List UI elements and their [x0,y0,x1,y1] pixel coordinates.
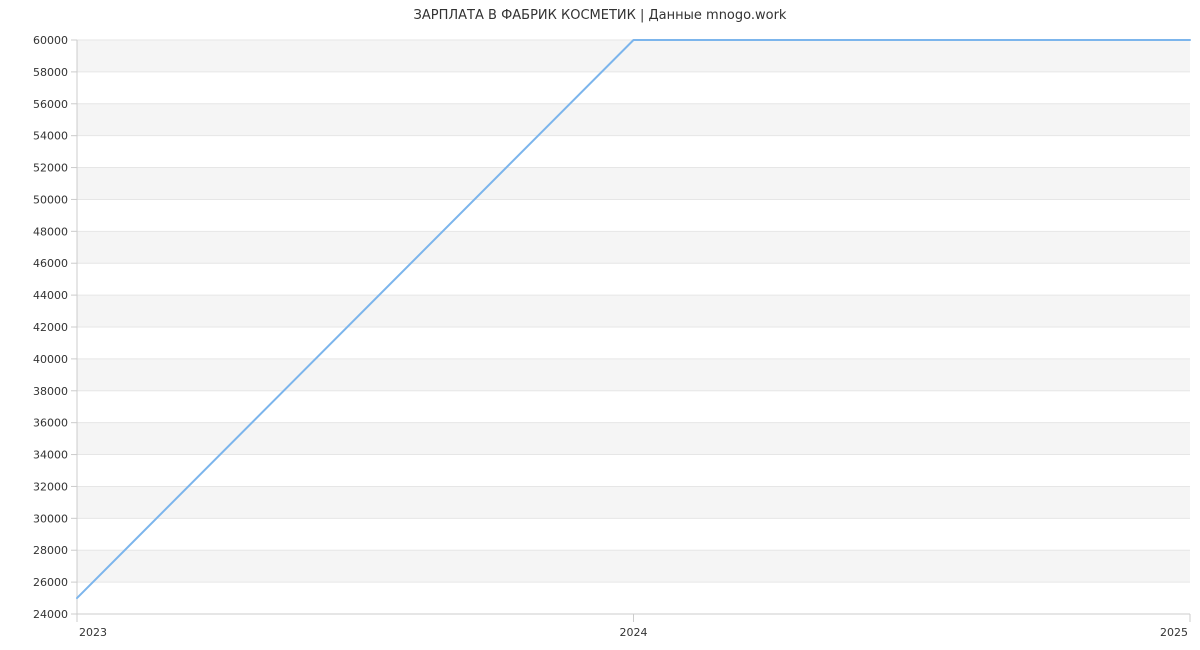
y-tick-label: 38000 [33,385,68,398]
y-tick-label: 36000 [33,417,68,430]
y-tick-label: 32000 [33,480,68,493]
y-tick-label: 56000 [33,98,68,111]
x-tick-label: 2024 [620,626,648,639]
chart-title: ЗАРПЛАТА В ФАБРИК КОСМЕТИК | Данные mnog… [0,8,1200,23]
y-tick-label: 60000 [33,34,68,47]
y-tick-label: 26000 [33,576,68,589]
y-tick-label: 30000 [33,512,68,525]
y-tick-label: 28000 [33,544,68,557]
y-tick-label: 44000 [33,289,68,302]
y-tick-label: 50000 [33,193,68,206]
y-tick-label: 24000 [33,608,68,621]
chart-svg: 24000 26000 28000 30000 32000 34000 36000 38000… [0,0,1200,650]
y-tick-label: 40000 [33,353,68,366]
y-tick-label: 54000 [33,130,68,143]
x-tick-label: 2025 [1160,626,1188,639]
y-tick-label: 52000 [33,162,68,175]
y-tick-label: 48000 [33,225,68,238]
y-tick-label: 58000 [33,66,68,79]
chart-container: ЗАРПЛАТА В ФАБРИК КОСМЕТИК | Данные mnog… [0,0,1200,650]
x-tick-label: 2023 [79,626,107,639]
y-tick-label: 46000 [33,257,68,270]
y-tick-label: 42000 [33,321,68,334]
y-tick-label: 34000 [33,449,68,462]
